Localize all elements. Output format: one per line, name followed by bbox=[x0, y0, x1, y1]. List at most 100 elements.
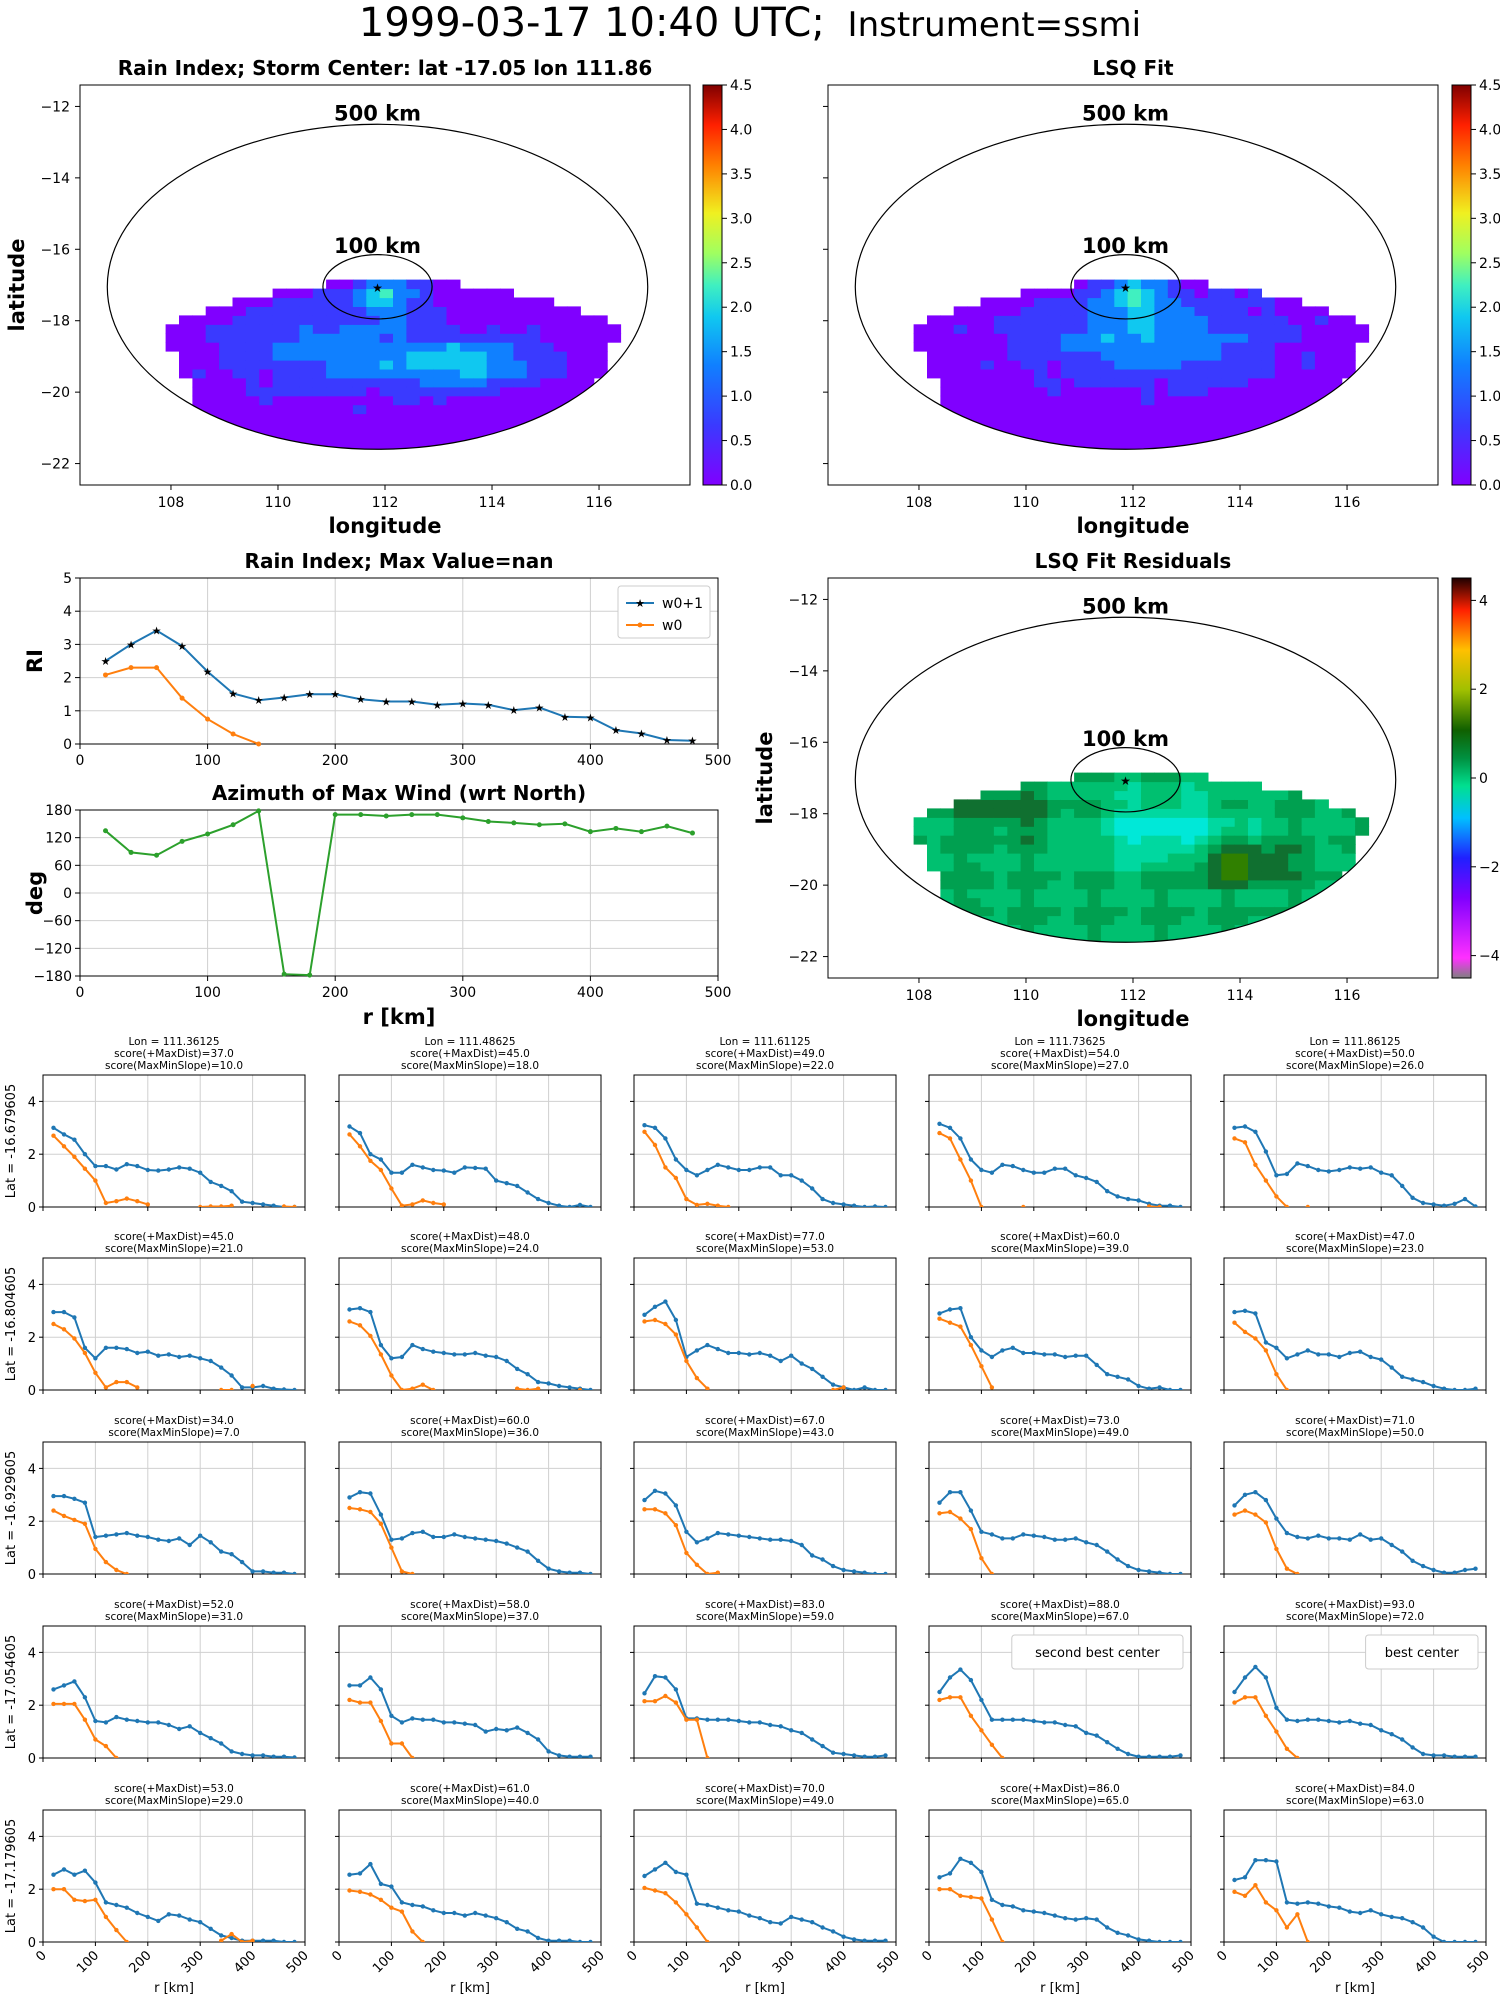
swath-cell bbox=[406, 368, 421, 379]
x-tick-label: 300 bbox=[179, 1948, 207, 1976]
swath-cell bbox=[993, 870, 1008, 881]
swath-cell bbox=[446, 377, 461, 388]
swath-cell bbox=[1074, 924, 1089, 934]
swath-cell bbox=[312, 413, 327, 424]
cell-data bbox=[51, 1125, 297, 1207]
swath-cell bbox=[352, 422, 367, 432]
swath-cell bbox=[1141, 906, 1155, 917]
swath-cell bbox=[1181, 897, 1196, 908]
swath-cell bbox=[1060, 377, 1075, 388]
swath-cell bbox=[1207, 431, 1222, 441]
swath-cell bbox=[1114, 342, 1129, 352]
swath-cell bbox=[1007, 422, 1022, 432]
swath-cell bbox=[1154, 368, 1169, 379]
swath-cell bbox=[967, 853, 982, 863]
swath-cell bbox=[486, 413, 501, 424]
y-tick-label: 4 bbox=[63, 604, 72, 620]
x-tick-label: 110 bbox=[265, 495, 292, 511]
swath-cell bbox=[1288, 333, 1303, 343]
swath-cell bbox=[1234, 288, 1249, 299]
score-maxdist: score(+MaxDist)=54.0 bbox=[1000, 1048, 1120, 1060]
legend-label: w0 bbox=[662, 618, 682, 634]
swath-cell bbox=[1020, 324, 1035, 334]
swath-cell bbox=[245, 440, 260, 450]
swath-cell bbox=[1234, 835, 1249, 845]
swath-cell bbox=[1221, 915, 1236, 925]
swath-cell bbox=[326, 440, 341, 450]
swath-cell bbox=[1288, 368, 1303, 379]
swath-cell bbox=[1194, 853, 1209, 863]
swath-cell bbox=[553, 351, 568, 361]
grid-cell: score(MaxMinSlope)=29.0score(+MaxDist)=5… bbox=[4, 1783, 312, 1996]
swath-cell bbox=[1100, 404, 1115, 415]
score-maxdist: score(+MaxDist)=88.0 bbox=[1000, 1599, 1120, 1611]
swath-cell bbox=[1047, 431, 1062, 441]
swath-cell bbox=[1074, 306, 1089, 316]
swath-cell bbox=[1181, 431, 1196, 441]
swath-cell bbox=[1261, 360, 1276, 370]
swath-cell bbox=[1074, 297, 1089, 307]
swath-cell bbox=[1181, 861, 1196, 872]
swath-cell bbox=[1127, 395, 1142, 406]
swath-cell bbox=[352, 315, 367, 325]
grid-cell: score(MaxMinSlope)=65.0score(+MaxDist)=8… bbox=[919, 1783, 1197, 1996]
swath-cell bbox=[1020, 440, 1035, 450]
swath-cell bbox=[1234, 906, 1249, 917]
swath-cell bbox=[1181, 879, 1196, 890]
swath-cell bbox=[1141, 360, 1155, 370]
swath-cell bbox=[1060, 915, 1075, 925]
swath-cell bbox=[1288, 315, 1303, 325]
swath-cell bbox=[1060, 835, 1075, 845]
swath-cell bbox=[1034, 297, 1048, 307]
column-lon-label: Lon = 111.48625 bbox=[425, 1036, 516, 1048]
grid-cell: score(MaxMinSlope)=63.0score(+MaxDist)=8… bbox=[1214, 1783, 1492, 1996]
x-tick-label: 400 bbox=[577, 985, 604, 1001]
swath-cell bbox=[540, 351, 555, 361]
score-maxminslope: score(MaxMinSlope)=26.0 bbox=[1286, 1060, 1424, 1072]
swath-cell bbox=[513, 342, 528, 352]
swath-cell bbox=[1328, 324, 1343, 334]
x-tick-label: 200 bbox=[1307, 1948, 1335, 1976]
swath-cell bbox=[913, 324, 928, 334]
series-point bbox=[434, 812, 440, 818]
grid-cell: score(MaxMinSlope)=43.0score(+MaxDist)=6… bbox=[630, 1415, 897, 1578]
swath-cell bbox=[1127, 431, 1142, 441]
swath-cell bbox=[1074, 844, 1089, 854]
swath-cell bbox=[1007, 413, 1022, 424]
swath-cell bbox=[1087, 377, 1102, 388]
swath-cell bbox=[1274, 395, 1289, 406]
swath-cell bbox=[433, 288, 448, 299]
chart-azimuth: Azimuth of Max Wind (wrt North)0 100 200 30… bbox=[23, 781, 731, 1029]
swath-cell bbox=[500, 342, 514, 352]
swath-cell bbox=[1020, 422, 1035, 432]
swath-cell bbox=[419, 324, 434, 334]
swath-cell bbox=[219, 306, 234, 316]
row-lat-label: Lat = -16.929605 bbox=[4, 1451, 19, 1565]
cell-data bbox=[347, 1124, 593, 1207]
swath-cell bbox=[1060, 861, 1075, 872]
swath-cell bbox=[1087, 431, 1102, 441]
swath-cell bbox=[1034, 395, 1048, 406]
gridlines bbox=[42, 1258, 306, 1391]
legend-box bbox=[1011, 1634, 1184, 1670]
swath-cell bbox=[1221, 422, 1236, 432]
swath-cell bbox=[566, 422, 581, 432]
swath-cell bbox=[1114, 772, 1129, 783]
swath-cell bbox=[286, 386, 300, 397]
swath-cell bbox=[232, 351, 247, 361]
cell-data bbox=[51, 1679, 297, 1758]
x-tick-label: 300 bbox=[1360, 1948, 1388, 1976]
swath-cell bbox=[1207, 333, 1222, 343]
swath-cell bbox=[366, 306, 381, 316]
swath-cell bbox=[205, 431, 220, 441]
row-lat-label: Lat = -16.679605 bbox=[4, 1084, 19, 1198]
x-tick-label: 112 bbox=[372, 495, 399, 511]
score-maxminslope: score(MaxMinSlope)=39.0 bbox=[991, 1243, 1129, 1255]
swath-cell bbox=[1007, 897, 1022, 908]
swath-cell bbox=[379, 288, 394, 299]
swath-cell bbox=[1207, 835, 1222, 845]
swath-cell bbox=[459, 288, 474, 299]
w0-line bbox=[200, 1204, 232, 1207]
swath-cell bbox=[1100, 315, 1115, 325]
swath-cell bbox=[1261, 915, 1276, 925]
